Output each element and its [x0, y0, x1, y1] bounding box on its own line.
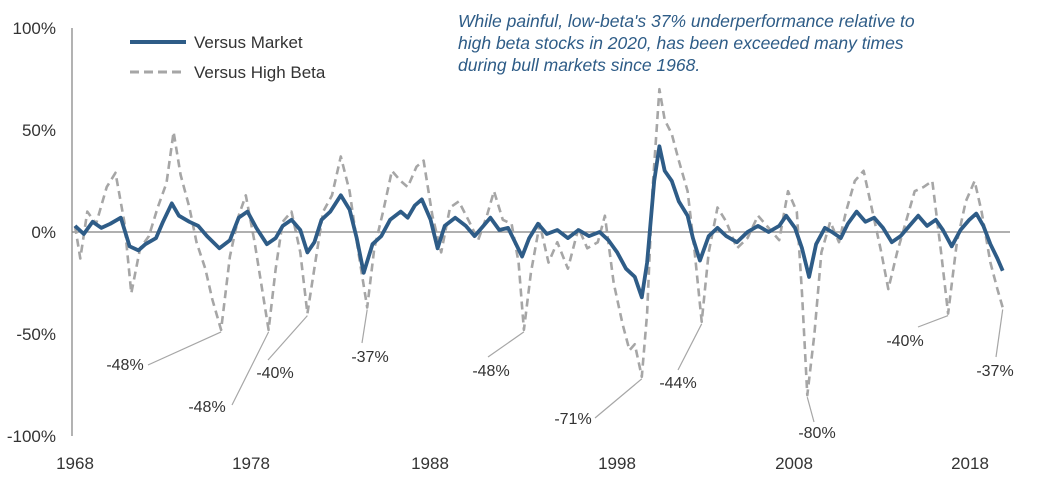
annotation-leader-line: [267, 315, 308, 361]
annotation-leader-line: [487, 331, 525, 358]
legend-label-versus-market: Versus Market: [194, 33, 303, 52]
series-versus-market: [73, 144, 1005, 300]
x-tick-label: 1978: [232, 454, 270, 473]
annotation-label: -40%: [256, 365, 293, 382]
annotation-label: -71%: [554, 411, 591, 428]
chart-note-line: While painful, low-beta's 37% underperfo…: [458, 11, 915, 31]
annotation-label: -48%: [106, 357, 143, 374]
annotation-leader-line: [806, 397, 815, 423]
annotation-label: -48%: [188, 399, 225, 416]
series-line-versus-market: [73, 144, 1005, 300]
y-tick-label: 50%: [22, 121, 56, 140]
annotation-leader-line: [917, 315, 949, 328]
x-tick-label: 1988: [411, 454, 449, 473]
chart-note-line: high beta stocks in 2020, has been excee…: [458, 33, 904, 53]
annotation-leader-line: [361, 309, 368, 344]
annotation-label: -48%: [472, 363, 509, 380]
annotation-label: -44%: [659, 375, 696, 392]
chart-note: While painful, low-beta's 37% underperfo…: [458, 10, 1018, 76]
x-tick-label: 2008: [775, 454, 813, 473]
annotation-label: -37%: [976, 363, 1013, 380]
annotation-leader-line: [995, 309, 1004, 358]
y-tick-label: 100%: [13, 19, 56, 38]
annotation-leader-line: [231, 331, 270, 406]
x-tick-label: 2018: [951, 454, 989, 473]
annotation-leader-line: [594, 378, 643, 419]
y-tick-label: -50%: [16, 325, 56, 344]
y-tick-label: 0%: [31, 223, 56, 242]
legend: Versus Market Versus High Beta: [130, 33, 326, 82]
y-tick-label: -100%: [7, 427, 56, 446]
annotation-label: -40%: [886, 333, 923, 350]
annotation-label: -37%: [351, 349, 388, 366]
annotations: -48% -48% -40% -37% -48% -71% -44% -80% -40% -37%: [106, 309, 1014, 442]
annotation-label: -80%: [798, 425, 835, 442]
x-tick-label: 1968: [56, 454, 94, 473]
annotation-leader-line: [677, 323, 703, 371]
x-tick-label: 1998: [598, 454, 636, 473]
annotation-leader-line: [147, 331, 222, 366]
chart-note-line: during bull markets since 1968.: [458, 55, 701, 75]
legend-label-versus-high-beta: Versus High Beta: [194, 63, 326, 82]
